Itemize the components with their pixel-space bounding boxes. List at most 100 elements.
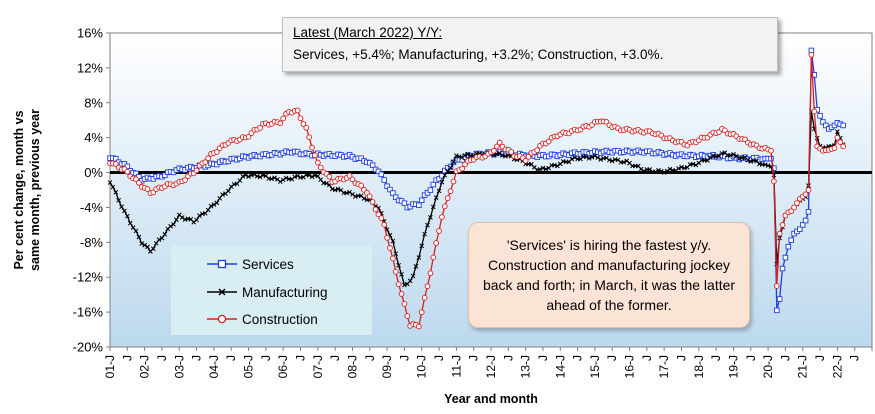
- data-point: [393, 194, 399, 200]
- data-point: [309, 144, 315, 151]
- data-point: [142, 242, 147, 248]
- data-point: [416, 255, 422, 260]
- data-point: [641, 168, 647, 174]
- data-point: [159, 235, 165, 241]
- data-point: [378, 171, 385, 178]
- data-point: [407, 278, 413, 284]
- data-point: [329, 186, 335, 192]
- data-point: [525, 154, 532, 160]
- x-tick-label: J: [744, 355, 758, 361]
- data-point: [116, 197, 122, 203]
- y-axis-title-text: Per cent change, month vs same month, pr…: [12, 109, 42, 271]
- data-point: [133, 176, 139, 183]
- data-point: [168, 223, 173, 229]
- data-point: [428, 215, 433, 220]
- data-point: [272, 175, 277, 181]
- data-point: [202, 159, 209, 166]
- data-point: [119, 204, 124, 210]
- chart-legend: Services Manufacturing Construction: [171, 246, 372, 335]
- x-tick-label: 10-J: [415, 355, 429, 378]
- x-tick-label: J: [432, 355, 446, 361]
- y-tick-label: -20%: [73, 340, 104, 355]
- data-point: [782, 254, 789, 261]
- data-point: [246, 174, 251, 179]
- x-tick-label: 05-J: [242, 355, 256, 378]
- data-point: [415, 323, 422, 330]
- data-point: [381, 177, 387, 183]
- data-point: [294, 107, 301, 114]
- data-point: [808, 51, 815, 58]
- data-point: [240, 174, 246, 179]
- data-point: [366, 193, 373, 200]
- data-point: [831, 145, 838, 151]
- data-point: [569, 156, 575, 162]
- data-point: [710, 153, 716, 159]
- data-point: [162, 231, 168, 237]
- data-point: [621, 159, 627, 165]
- data-point: [124, 213, 130, 219]
- data-point: [731, 152, 736, 157]
- data-point: [728, 153, 733, 158]
- latest-note: Latest (March 2022) Y/Y: Services, +5.4%…: [282, 17, 778, 72]
- data-point: [139, 241, 145, 246]
- y-tick-label: -8%: [80, 235, 104, 250]
- data-point: [823, 122, 829, 129]
- data-point: [251, 172, 257, 177]
- data-point: [225, 188, 231, 194]
- data-point: [572, 155, 578, 160]
- data-point: [534, 147, 541, 154]
- data-point: [465, 151, 471, 157]
- data-point: [332, 187, 338, 193]
- data-point: [393, 251, 399, 257]
- x-tick-label: J: [640, 355, 654, 361]
- data-point: [658, 168, 664, 174]
- data-point: [433, 195, 439, 200]
- data-point: [785, 243, 792, 250]
- data-point: [257, 125, 263, 131]
- legend-item-manufacturing: Manufacturing: [207, 282, 328, 302]
- y-tick-label: 16%: [77, 26, 103, 41]
- x-axis: 01-J J 02-J J 03-J J 04-J J 05-J J 06-J J 07-J J 08-J J…: [103, 347, 873, 378]
- data-point: [410, 273, 416, 279]
- data-point: [522, 157, 529, 164]
- data-point: [424, 190, 431, 196]
- commentary-text: 'Services' is hiring the fastest y/y. Co…: [482, 237, 736, 313]
- data-point: [150, 246, 156, 252]
- data-point: [768, 147, 774, 154]
- data-point: [462, 153, 468, 158]
- data-point: [390, 190, 396, 196]
- series-layer: [107, 47, 846, 330]
- data-point: [214, 200, 220, 206]
- data-point: [375, 211, 382, 218]
- data-point: [381, 221, 388, 228]
- data-point: [127, 220, 133, 226]
- data-point: [217, 195, 223, 201]
- data-point: [820, 119, 826, 125]
- data-point: [433, 240, 440, 246]
- data-point: [493, 143, 500, 150]
- data-point: [427, 270, 434, 277]
- commentary-callout: 'Services' is hiring the fastest y/y. Co…: [468, 222, 750, 328]
- data-point: [390, 255, 396, 262]
- data-point: [136, 234, 142, 240]
- x-tick-label: 18-J: [692, 355, 706, 378]
- x-tick-label: 11-J: [449, 355, 463, 377]
- x-tick-label: J: [259, 355, 273, 361]
- data-point: [174, 217, 179, 223]
- data-point: [171, 222, 176, 227]
- legend-swatch-construction: [207, 313, 237, 325]
- data-point: [347, 189, 352, 195]
- data-point: [802, 191, 809, 198]
- data-point: [653, 169, 658, 175]
- x-tick-label: J: [675, 355, 689, 361]
- data-point: [779, 265, 786, 272]
- data-point: [300, 121, 307, 127]
- data-point: [491, 147, 497, 154]
- data-point: [387, 245, 393, 251]
- x-tick-label: 06-J: [276, 355, 290, 378]
- data-point: [439, 179, 445, 185]
- data-point: [586, 155, 592, 161]
- data-point: [436, 176, 442, 182]
- data-point: [837, 139, 844, 145]
- data-point: [802, 217, 809, 224]
